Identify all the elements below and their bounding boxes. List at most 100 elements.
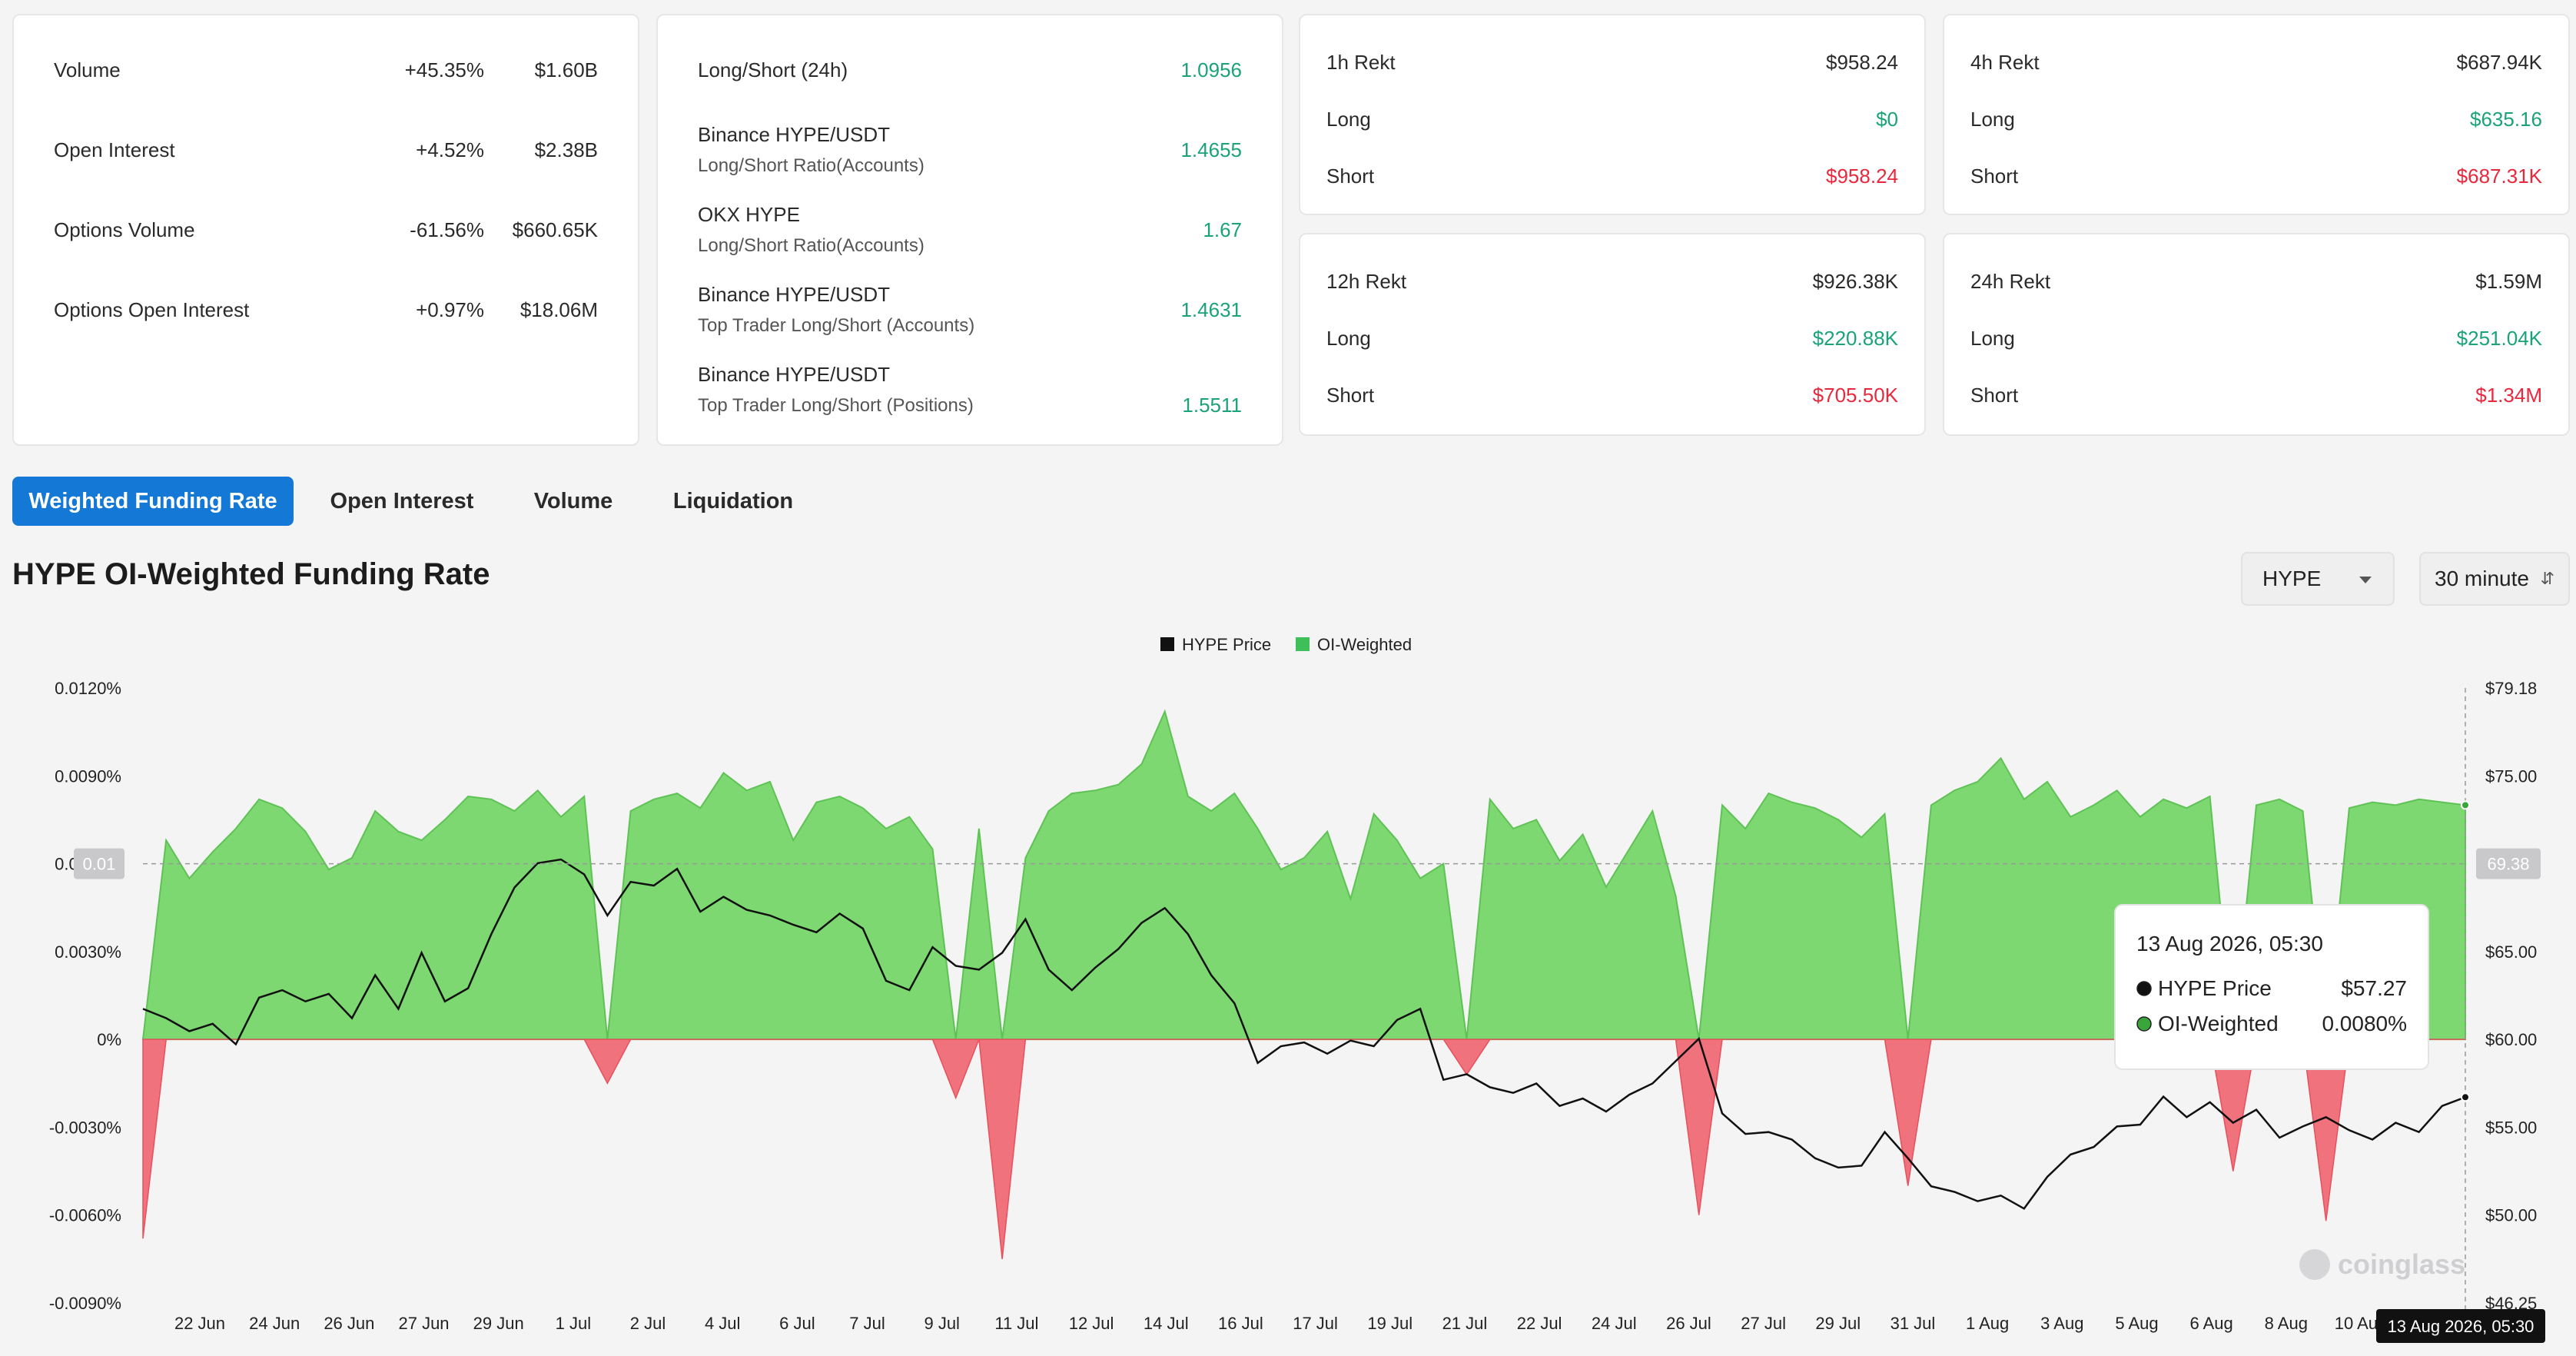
stat-value-options-oi: $18.06M: [520, 298, 598, 321]
rekt-short-value: $958.24: [1826, 165, 1898, 188]
ratio-subtitle: Long/Short Ratio(Accounts): [698, 155, 925, 176]
x-tick-label: 31 Jul: [1891, 1314, 1936, 1333]
rekt-total: $1.59M: [2475, 270, 2542, 293]
right-axis-pointer-box: [2476, 848, 2541, 879]
rekt-4h-card: 4h Rekt $687.94K Long $635.16 Short $687…: [1943, 14, 2570, 215]
tooltip-time: 13 Aug 2026, 05:30: [2136, 932, 2323, 956]
hover-dot-price: [2461, 1092, 2470, 1102]
caret-down-icon: [2359, 577, 2372, 583]
price-line: [142, 858, 2466, 1210]
rekt-short-label: Short: [1326, 384, 1375, 407]
stat-label-volume: Volume: [54, 58, 121, 81]
tooltip-box: [2114, 904, 2429, 1070]
interval-select-value: 30 minute: [2435, 567, 2529, 590]
ratio-subtitle: Long/Short Ratio(Accounts): [698, 235, 925, 256]
ratio-value: 1.4631: [1180, 298, 1242, 321]
ratio-title: Binance HYPE/USDT: [698, 283, 890, 306]
rekt-title: 1h Rekt: [1326, 51, 1396, 74]
rekt-short-label: Short: [1970, 165, 2019, 188]
x-tick-label: 6 Jul: [779, 1314, 815, 1333]
x-tick-label: 2 Jul: [630, 1314, 666, 1333]
funding-positive-area: [142, 709, 2466, 1041]
legend-label-price: HYPE Price: [1182, 635, 1271, 654]
x-tick-label: 26 Jul: [1666, 1314, 1711, 1333]
x-tick-label: 24 Jul: [1592, 1314, 1637, 1333]
y-right-tick-label: $79.18: [2485, 679, 2537, 698]
ratio-value: 1.0956: [1180, 58, 1242, 81]
coinglass-logo-icon: [2299, 1249, 2330, 1280]
y-left-tick-label: -0.0060%: [49, 1206, 121, 1225]
rekt-1h-card: 1h Rekt $958.24 Long $0 Short $958.24: [1299, 14, 1926, 215]
chart-title: HYPE OI-Weighted Funding Rate: [12, 557, 490, 591]
x-tick-label: 1 Jul: [556, 1314, 591, 1333]
rekt-short-value: $687.31K: [2456, 165, 2542, 188]
tab-open-interest[interactable]: Open Interest: [330, 489, 474, 513]
market-stats-card: Volume +45.35% $1.60B Open Interest +4.5…: [12, 14, 639, 446]
stat-label-options-volume: Options Volume: [54, 218, 195, 241]
x-tick-label: 12 Jul: [1069, 1314, 1114, 1333]
stat-label-options-oi: Options Open Interest: [54, 298, 250, 321]
y-right-tick-label: $60.00: [2485, 1030, 2537, 1049]
symbol-select-value: HYPE: [2262, 567, 2322, 590]
x-tick-label: 19 Jul: [1367, 1314, 1412, 1333]
stat-value-options-volume: $660.65K: [512, 218, 598, 241]
legend-swatch-funding: [1296, 637, 1310, 651]
y-left-tick-label: -0.0090%: [49, 1294, 121, 1313]
x-tick-label: 3 Aug: [2040, 1314, 2083, 1333]
tooltip-dot: [2136, 981, 2152, 996]
x-tick-label: 26 Jun: [324, 1314, 374, 1333]
x-tick-label: 17 Jul: [1293, 1314, 1338, 1333]
x-tick-label: 6 Aug: [2190, 1314, 2233, 1333]
rekt-long-label: Long: [1970, 327, 2015, 350]
rekt-short-label: Short: [1970, 384, 2019, 407]
rekt-long-label: Long: [1326, 327, 1371, 350]
funding-rate-chart[interactable]: 0.0120%0.0090%0.0060%0.0030%0%-0.0030%-0…: [0, 619, 2576, 1356]
interval-select[interactable]: 30 minute ⇵: [2419, 552, 2570, 606]
ratio-subtitle: Top Trader Long/Short (Positions): [698, 395, 974, 416]
x-axis-pointer-box: [2376, 1309, 2545, 1343]
ratio-title: OKX HYPE: [698, 203, 800, 226]
symbol-select[interactable]: HYPE: [2241, 552, 2395, 606]
rekt-total: $958.24: [1826, 51, 1898, 74]
long-short-card: Long/Short (24h) 1.0956 Binance HYPE/USD…: [656, 14, 1283, 446]
hover-dot-funding: [2461, 800, 2470, 810]
rekt-total: $687.94K: [2456, 51, 2542, 74]
tab-weighted-funding-rate[interactable]: Weighted Funding Rate: [12, 477, 294, 526]
tooltip-dot: [2136, 1016, 2152, 1032]
tab-liquidation[interactable]: Liquidation: [672, 489, 794, 513]
x-tick-label: 9 Jul: [924, 1314, 959, 1333]
stat-change-open-interest: +4.52%: [416, 138, 484, 161]
tab-volume[interactable]: Volume: [533, 489, 613, 513]
rekt-12h-card: 12h Rekt $926.38K Long $220.88K Short $7…: [1299, 233, 1926, 436]
ratio-subtitle: Top Trader Long/Short (Accounts): [698, 315, 975, 336]
ratio-value: 1.5511: [1182, 394, 1242, 417]
x-tick-label: 24 Jun: [249, 1314, 300, 1333]
legend-swatch-price: [1160, 637, 1174, 651]
stat-change-options-oi: +0.97%: [416, 298, 484, 321]
stat-change-options-volume: -61.56%: [410, 218, 484, 241]
rekt-title: 24h Rekt: [1970, 270, 2051, 293]
x-tick-label: 27 Jul: [1741, 1314, 1786, 1333]
funding-negative-area: [142, 1039, 2466, 1259]
rekt-long-value: $220.88K: [1812, 327, 1898, 350]
x-tick-label: 1 Aug: [1966, 1314, 2009, 1333]
ratio-title: Long/Short (24h): [698, 58, 848, 81]
tooltip-series-name: HYPE Price: [2158, 976, 2272, 1000]
rekt-long-value: $635.16: [2470, 108, 2542, 131]
sort-arrows-icon: ⇵: [2540, 569, 2554, 588]
stat-value-volume: $1.60B: [534, 58, 598, 81]
y-right-tick-label: $75.00: [2485, 766, 2537, 786]
x-tick-label: 16 Jul: [1218, 1314, 1263, 1333]
stat-value-open-interest: $2.38B: [534, 138, 598, 161]
rekt-short-label: Short: [1326, 165, 1375, 188]
ratio-title: Binance HYPE/USDT: [698, 123, 890, 146]
y-left-tick-label: 0.0120%: [55, 679, 121, 698]
legend-label-funding: OI-Weighted: [1317, 635, 1412, 654]
x-tick-label: 22 Jun: [174, 1314, 225, 1333]
tooltip-series-value: 0.0080%: [2322, 1012, 2407, 1035]
x-tick-label: 5 Aug: [2115, 1314, 2158, 1333]
x-tick-label: 21 Jul: [1442, 1314, 1488, 1333]
rekt-long-label: Long: [1326, 108, 1371, 131]
left-axis-pointer-label: 0.01: [83, 855, 116, 874]
x-tick-label: 29 Jul: [1815, 1314, 1861, 1333]
